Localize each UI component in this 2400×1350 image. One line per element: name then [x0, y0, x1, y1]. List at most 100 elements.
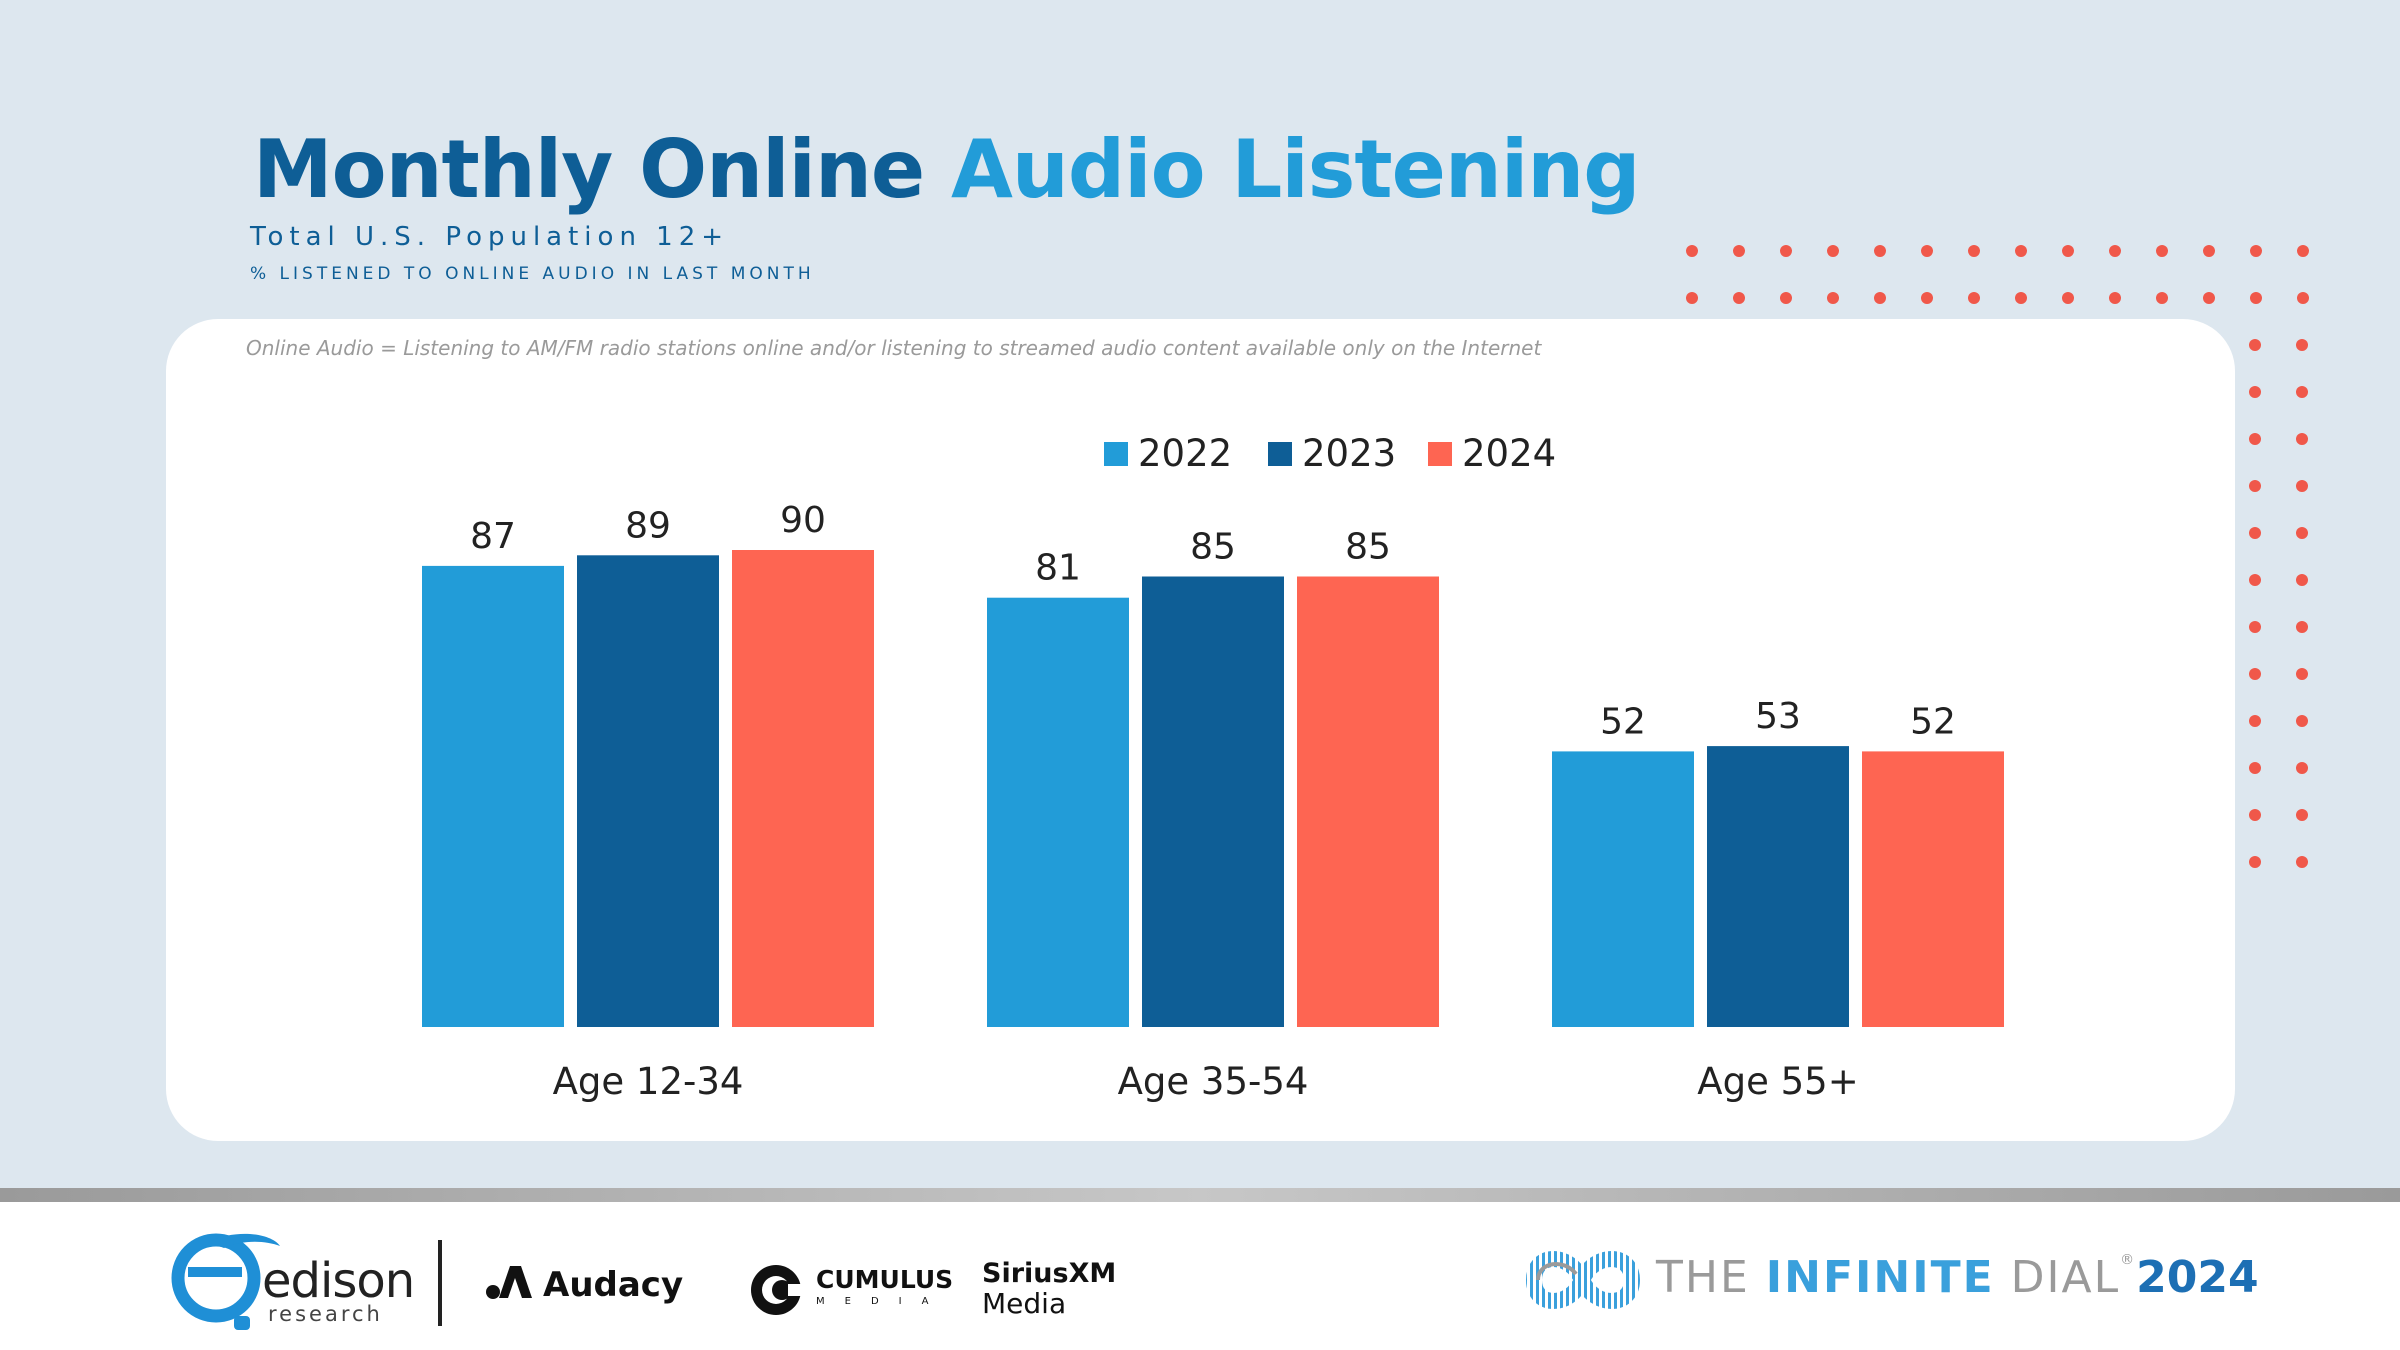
data-label: 52 [1600, 701, 1646, 742]
decor-dot [2249, 715, 2261, 727]
decor-dot [2109, 292, 2121, 304]
edison-logo-icon [171, 1233, 280, 1330]
footer [0, 1202, 2400, 1350]
siriusxm-logo-subtext: Media [982, 1287, 1067, 1320]
decor-dot [2062, 245, 2074, 257]
legend-label-2024: 2024 [1462, 432, 1556, 475]
category-label: Age 35-54 [1118, 1060, 1309, 1103]
data-label: 87 [470, 516, 516, 557]
legend-label-2023: 2023 [1302, 432, 1396, 475]
data-label: 90 [780, 500, 826, 541]
decor-dot [1921, 292, 1933, 304]
decor-dot [1874, 292, 1886, 304]
decor-dot [1686, 245, 1698, 257]
decor-dot [2249, 856, 2261, 868]
audacy-logo-text: Audacy [543, 1265, 684, 1305]
decor-dot [2296, 668, 2308, 680]
decor-dot [2296, 433, 2308, 445]
decor-dot [2250, 292, 2262, 304]
decor-dot [2203, 245, 2215, 257]
decor-dot [2249, 527, 2261, 539]
decor-dot [2249, 809, 2261, 821]
decor-dot [1827, 245, 1839, 257]
decor-dot [2296, 762, 2308, 774]
data-label: 81 [1035, 548, 1081, 589]
decor-dot [2249, 386, 2261, 398]
decor-dot [2109, 245, 2121, 257]
bar-2023-2 [1707, 746, 1849, 1027]
edison-logo-text: edison [262, 1253, 415, 1309]
data-label: 89 [625, 505, 671, 546]
bar-2023-0 [577, 555, 719, 1027]
subtitle: Total U.S. Population 12+ [250, 222, 730, 252]
category-label: Age 55+ [1697, 1060, 1858, 1103]
infinite-dial-logo-icon [1525, 1251, 1641, 1309]
decor-dot [1780, 292, 1792, 304]
logo-separator [438, 1240, 442, 1326]
dial-dial: DIAL [1994, 1252, 2121, 1303]
decor-dot [1921, 245, 1933, 257]
bar-2024-0 [732, 550, 874, 1027]
decor-dot [2297, 245, 2309, 257]
decor-dot [2296, 574, 2308, 586]
decor-dot [1733, 245, 1745, 257]
decor-dot [1874, 245, 1886, 257]
bar-2024-1 [1297, 576, 1439, 1027]
decor-dot [2015, 292, 2027, 304]
cumulus-logo-text: CUMULUS [816, 1265, 954, 1294]
dial-infinite: INFINITE [1765, 1252, 1995, 1303]
title-part-1: Monthly Online [253, 123, 925, 216]
decor-dot [2296, 856, 2308, 868]
edison-logo-subtext: research [268, 1302, 383, 1326]
decor-dot [2296, 809, 2308, 821]
cumulus-logo-subtext: MEDIA [816, 1296, 949, 1307]
decor-dot [2296, 527, 2308, 539]
data-label: 85 [1190, 527, 1236, 568]
title-part-2: Audio Listening [951, 123, 1640, 216]
subtitle-measure: % LISTENED TO ONLINE AUDIO IN LAST MONTH [250, 264, 815, 284]
decor-dot [2249, 762, 2261, 774]
page-title: Monthly Online Audio Listening [253, 120, 1641, 220]
bar-2023-1 [1142, 576, 1284, 1027]
decor-dot [2249, 433, 2261, 445]
decor-dot [2296, 621, 2308, 633]
bar-2022-0 [422, 565, 564, 1027]
legend-swatch-2022 [1104, 442, 1128, 466]
decor-dot [2249, 621, 2261, 633]
dial-the: THE [1656, 1252, 1766, 1303]
decor-dot [2296, 339, 2308, 351]
decor-dot [2250, 245, 2262, 257]
data-label: 53 [1755, 696, 1801, 737]
decor-dot [1968, 292, 1980, 304]
decor-dot [1733, 292, 1745, 304]
decor-dot [2249, 339, 2261, 351]
data-label: 52 [1910, 701, 1956, 742]
legend-label-2022: 2022 [1138, 432, 1232, 475]
dial-registered-mark: ® [2120, 1252, 2137, 1268]
audacy-logo-icon [486, 1266, 532, 1299]
dial-year: 2024 [2136, 1252, 2259, 1303]
decor-dot [2249, 668, 2261, 680]
infinite-dial-title: THE INFINITE DIAL®2024 [1656, 1252, 2259, 1303]
bar-2022-1 [987, 597, 1129, 1027]
decor-dot [2296, 480, 2308, 492]
decor-dot [2249, 480, 2261, 492]
siriusxm-logo-text: SiriusXM [982, 1258, 1117, 1289]
decor-dot [2156, 292, 2168, 304]
decor-dot [2015, 245, 2027, 257]
decor-dot [1827, 292, 1839, 304]
category-label: Age 12-34 [553, 1060, 744, 1103]
footnote: Online Audio = Listening to AM/FM radio … [246, 336, 1542, 360]
decor-dot [2249, 574, 2261, 586]
footer-divider [0, 1188, 2400, 1202]
decor-dot [2297, 292, 2309, 304]
decor-dot [1686, 292, 1698, 304]
legend-swatch-2023 [1268, 442, 1292, 466]
decor-dot [2296, 386, 2308, 398]
decor-dot [1968, 245, 1980, 257]
legend-swatch-2024 [1428, 442, 1452, 466]
decor-dot [1780, 245, 1792, 257]
decor-dot [2296, 715, 2308, 727]
decor-dot [2156, 245, 2168, 257]
